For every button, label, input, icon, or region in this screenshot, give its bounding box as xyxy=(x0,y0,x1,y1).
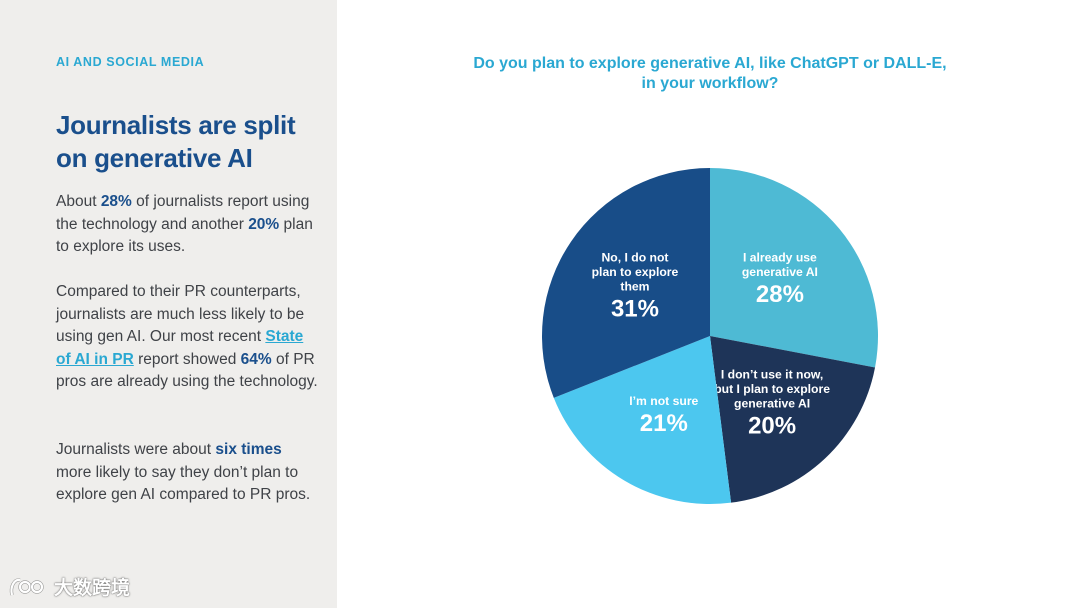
watermark: 大数跨境 xyxy=(8,573,130,600)
slice-value-label: 20% xyxy=(748,412,796,439)
watermark-logo-icon xyxy=(9,577,44,595)
left-panel: AI AND SOCIAL MEDIA Journalists are spli… xyxy=(0,0,337,608)
watermark-text: 大数跨境 xyxy=(54,578,131,599)
pie-slice-already-use xyxy=(710,168,878,368)
slice-value-label: 31% xyxy=(611,295,659,322)
slice-category-label: I don’t use it now, xyxy=(721,367,823,381)
stat-six-times: six times xyxy=(215,441,282,458)
paragraph-six-times: Journalists were about six times more li… xyxy=(56,441,311,503)
slice-value-label: 28% xyxy=(756,281,804,308)
pie-slice-not-sure xyxy=(553,336,732,504)
chart-title: Do you plan to explore generative AI, li… xyxy=(473,55,947,92)
slice-category-label: generative AI xyxy=(734,396,810,410)
slice-label-plan-to-explore: I don’t use it now,but I plan to explore… xyxy=(714,367,830,439)
slice-category-label: generative AI xyxy=(742,265,818,279)
slice-category-label: No, I do not xyxy=(601,250,668,264)
slice-category-label: plan to explore xyxy=(592,265,679,279)
slice-category-label: I already use xyxy=(743,251,817,265)
section-eyebrow: AI AND SOCIAL MEDIA xyxy=(56,55,205,69)
slice-value-label: 21% xyxy=(640,410,688,437)
slice-category-label: them xyxy=(620,279,649,293)
slice-label-not-sure: I’m not sure 21% xyxy=(629,394,698,437)
slice-category-label: but I plan to explore xyxy=(714,382,830,396)
pie-slice-no-plan xyxy=(542,168,710,398)
paragraph-pr-comparison: Compared to their PR counterparts, journ… xyxy=(56,283,318,390)
paragraph-usage: About 28% of journalists report using th… xyxy=(56,193,313,255)
stat-20-percent: 20% xyxy=(248,215,280,233)
state-of-ai-report-link[interactable]: State of AI in PR xyxy=(56,328,304,368)
pie-slice-plan-to-explore xyxy=(710,336,876,503)
stat-28-percent: 28% xyxy=(100,193,132,210)
stat-64-percent: 64% xyxy=(240,350,272,368)
page-title: Journalists are split on generative AI xyxy=(56,110,296,173)
slice-category-label: I’m not sure xyxy=(629,394,698,408)
